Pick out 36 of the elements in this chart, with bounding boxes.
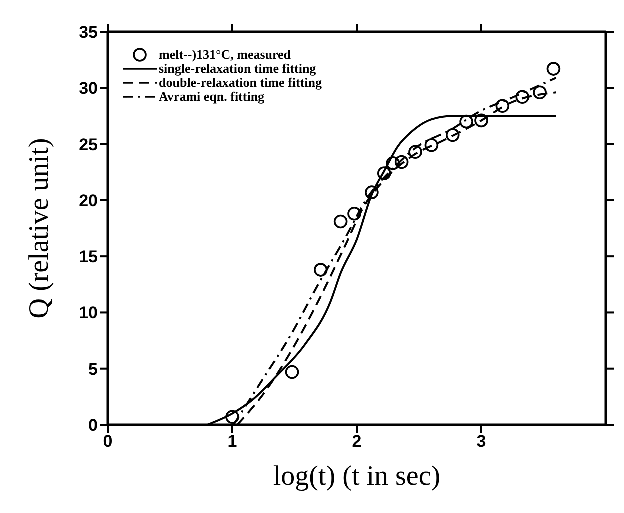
point [516, 90, 530, 104]
x-tick-label: 2 [352, 432, 362, 452]
y-tick-label: 15 [79, 248, 98, 267]
y-tick-label: 25 [79, 135, 98, 154]
point [424, 138, 439, 152]
point [460, 114, 474, 129]
y-tick-label: 10 [79, 304, 98, 323]
y-axis-title: Q (relative unit) [24, 138, 55, 319]
point [394, 155, 409, 170]
point [348, 207, 362, 221]
y-tick-label: 5 [88, 360, 98, 379]
y-tick-label: 30 [79, 79, 98, 98]
y-tick-label: 20 [79, 191, 98, 210]
legend-label: double-relaxation time fitting [159, 75, 322, 90]
point [226, 410, 240, 424]
point [386, 156, 400, 170]
point [546, 62, 561, 76]
point [408, 145, 422, 160]
point [474, 114, 488, 128]
point [285, 365, 300, 380]
point [314, 263, 328, 277]
point [533, 86, 547, 100]
x-axis-title: log(t) (t in sec) [273, 461, 441, 492]
legend-label: Avrami eqn. fitting [159, 89, 265, 104]
point [496, 99, 510, 114]
y-tick-label: 35 [79, 23, 98, 42]
y-tick-label: 0 [88, 416, 98, 436]
point [377, 166, 392, 180]
point [334, 214, 348, 229]
legend-label: single-relaxation time fitting [159, 61, 316, 76]
x-tick-label: 0 [103, 432, 113, 452]
x-tick-label: 1 [228, 432, 238, 452]
point [446, 128, 460, 142]
legend-label: melt--)131°C, measured [159, 47, 292, 62]
point [365, 186, 379, 200]
x-tick-label: 3 [476, 432, 486, 452]
